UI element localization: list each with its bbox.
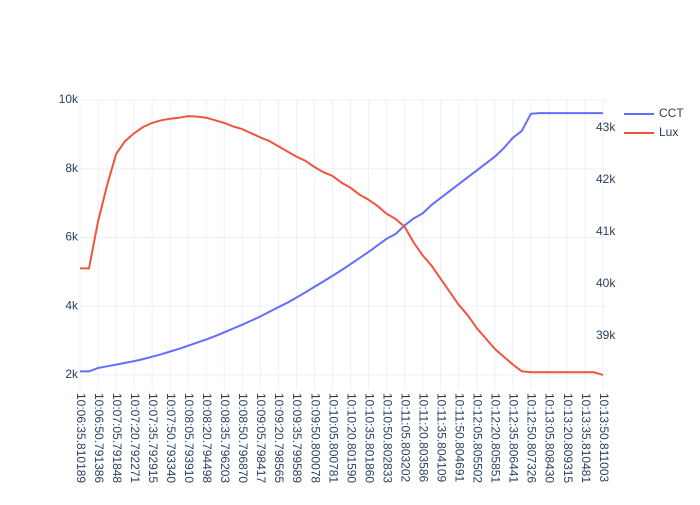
x-tick-label: 10:12:20.805851 (489, 393, 503, 483)
x-tick-label: 10:07:35.792915 (146, 393, 160, 483)
x-tick-label: 10:13:20.809315 (561, 393, 575, 483)
x-tick-label: 10:10:05.800781 (326, 393, 340, 483)
legend-label: CCT (659, 106, 684, 120)
x-tick-label: 10:10:20.801590 (344, 393, 358, 483)
x-tick-label: 10:08:20.794498 (200, 393, 214, 483)
legend-box (618, 104, 698, 144)
x-tick-label: 10:12:50.807326 (525, 393, 539, 483)
x-tick-label: 10:11:05.803202 (398, 393, 412, 483)
x-tick-label: 10:07:20.792271 (128, 393, 142, 483)
y-tick-label: 10k (59, 92, 79, 106)
x-tick-label: 10:11:50.804691 (453, 393, 467, 483)
y2-tick-label: 43k (596, 120, 616, 134)
x-tick-label: 10:08:05.793910 (182, 393, 196, 483)
y2-tick-label: 39k (596, 328, 616, 342)
line-series (80, 112, 603, 373)
x-tick-label: 10:09:50.800078 (308, 393, 322, 483)
x-tick-label: 10:10:50.802833 (380, 393, 394, 483)
x-tick-label: 10:11:35.804109 (435, 393, 449, 483)
line-series (80, 115, 604, 376)
x-tick-label: 10:13:50.811003 (597, 393, 611, 483)
x-tick-label: 10:09:20.798565 (272, 393, 286, 483)
x-tick-label: 10:06:35.810189 (74, 393, 88, 483)
y-tick-label: 8k (65, 161, 79, 175)
y2-tick-label: 40k (596, 276, 616, 290)
x-tick-label: 10:13:05.808430 (543, 393, 557, 483)
x-tick-label: 10:07:50.793340 (164, 393, 178, 483)
x-tick-label: 10:06:50.791386 (92, 393, 106, 483)
x-tick-label: 10:11:20.803586 (416, 393, 430, 483)
x-tick-label: 10:13:35.810481 (579, 393, 593, 483)
x-tick-label: 10:08:50.796870 (236, 393, 250, 483)
x-tick-label: 10:09:05.798417 (254, 393, 268, 483)
y2-tick-label: 41k (596, 224, 616, 238)
x-tick-label: 10:12:05.805502 (471, 393, 485, 483)
y2-tick-label: 42k (596, 172, 616, 186)
x-tick-label: 10:07:05.791848 (110, 393, 124, 483)
y-tick-label: 2k (65, 367, 79, 381)
legend-label: Lux (659, 125, 678, 139)
y-tick-label: 6k (65, 230, 79, 244)
x-tick-label: 10:12:35.806441 (507, 393, 521, 483)
y-tick-label: 4k (65, 298, 79, 312)
x-tick-label: 10:08:35.796203 (218, 393, 232, 483)
x-tick-label: 10:09:35.799589 (290, 393, 304, 483)
x-tick-label: 10:10:35.801860 (362, 393, 376, 483)
